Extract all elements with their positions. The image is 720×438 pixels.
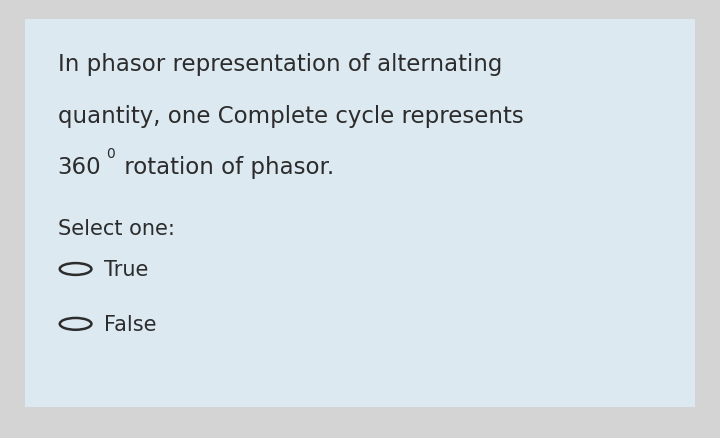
Text: rotation of phasor.: rotation of phasor. [117,155,334,178]
Text: In phasor representation of alternating: In phasor representation of alternating [58,53,502,75]
Text: 360: 360 [58,155,102,178]
Text: quantity, one Complete cycle represents: quantity, one Complete cycle represents [58,105,523,128]
Text: Select one:: Select one: [58,219,174,239]
Text: 0: 0 [107,147,115,161]
Text: False: False [104,314,157,334]
Text: True: True [104,259,149,279]
